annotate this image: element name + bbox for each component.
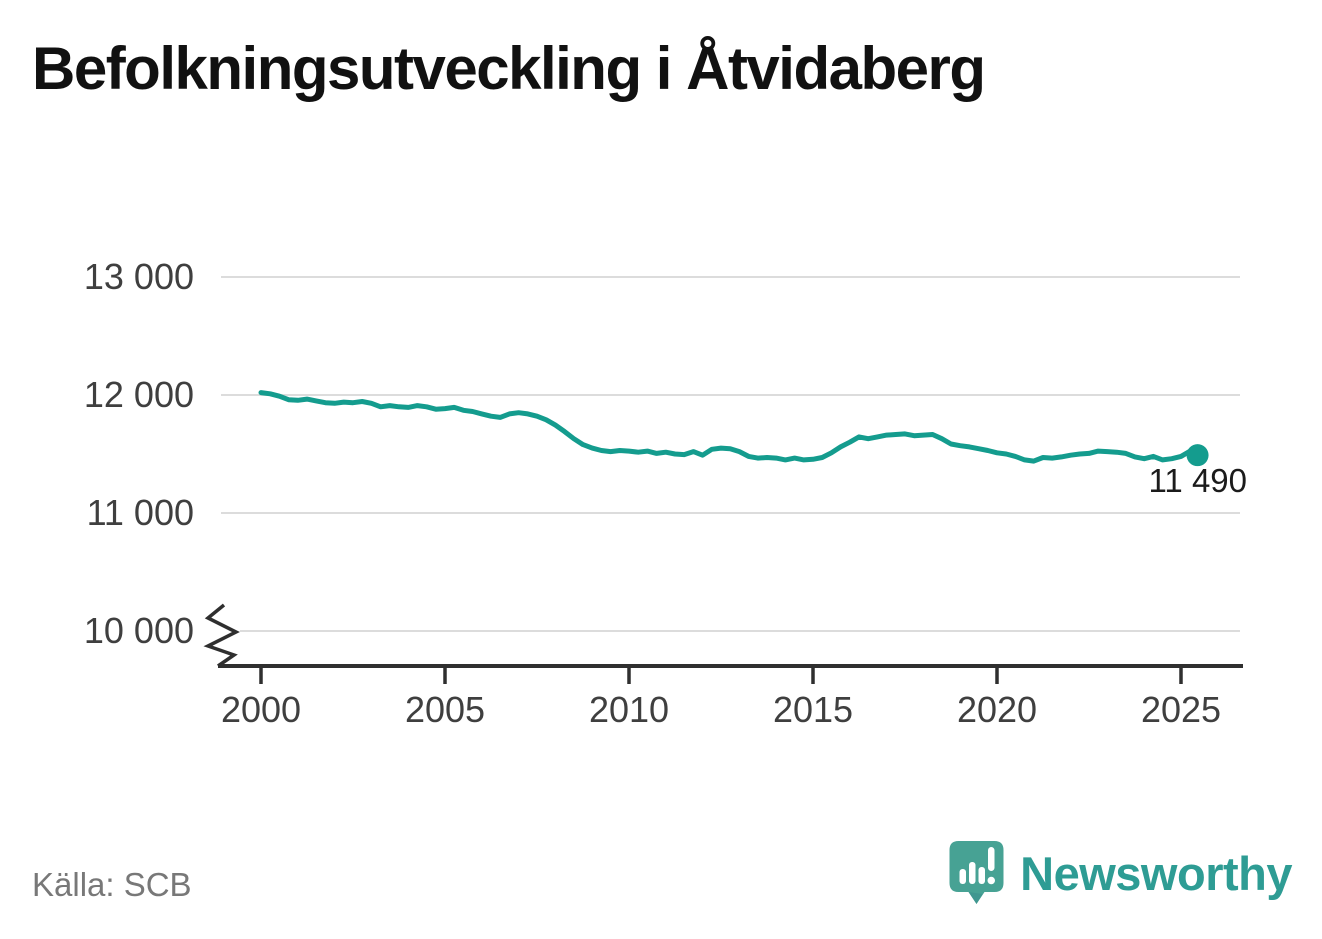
y-axis-tick-label: 11 000	[87, 492, 194, 533]
population-line	[258, 390, 1201, 464]
y-axis-tick-label: 12 000	[84, 374, 194, 415]
newsworthy-logo: Newsworthy	[948, 840, 1292, 906]
source-label: Källa: SCB	[32, 866, 192, 903]
x-axis-tick-label: 2015	[773, 689, 853, 730]
axis-break-zigzag-icon	[203, 603, 240, 668]
x-axis-tick-label: 2020	[957, 689, 1037, 730]
latest-value-dot	[1186, 444, 1209, 467]
chart-title: Befolkningsutveckling i Åtvidaberg	[32, 35, 986, 102]
y-axis-tick-label: 10 000	[84, 610, 194, 651]
x-axis-tick-label: 2000	[221, 689, 301, 730]
latest-value-label: 11 490	[1149, 462, 1247, 499]
x-axis-tick-label: 2025	[1141, 689, 1221, 730]
newsworthy-wordmark: Newsworthy	[1020, 846, 1292, 900]
x-axis-tick-label: 2010	[589, 689, 669, 730]
y-axis-tick-label: 13 000	[84, 256, 194, 297]
newsworthy-bars-exclamation-pin-icon	[949, 841, 1004, 904]
x-axis-tick-label: 2005	[405, 689, 485, 730]
